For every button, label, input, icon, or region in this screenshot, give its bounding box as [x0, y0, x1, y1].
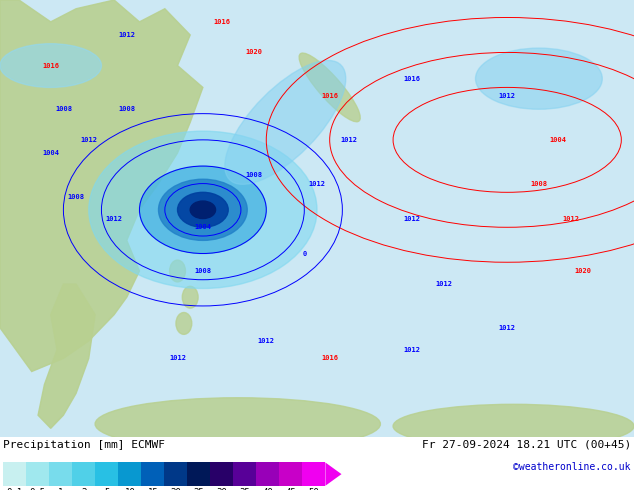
Polygon shape	[325, 463, 342, 486]
Text: 1012: 1012	[436, 281, 452, 287]
Polygon shape	[38, 284, 95, 428]
FancyBboxPatch shape	[119, 463, 141, 486]
FancyBboxPatch shape	[256, 463, 280, 486]
Text: 1016: 1016	[321, 355, 338, 362]
Text: 1020: 1020	[575, 268, 592, 274]
FancyBboxPatch shape	[141, 463, 164, 486]
Circle shape	[178, 192, 228, 227]
Text: 1: 1	[58, 488, 63, 490]
Text: 45: 45	[285, 488, 296, 490]
Text: 1016: 1016	[214, 19, 230, 25]
FancyBboxPatch shape	[280, 463, 302, 486]
Text: ©weatheronline.co.uk: ©weatheronline.co.uk	[514, 463, 631, 472]
Text: 1012: 1012	[562, 216, 579, 221]
Text: Fr 27-09-2024 18.21 UTC (00+45): Fr 27-09-2024 18.21 UTC (00+45)	[422, 440, 631, 450]
Text: 1008: 1008	[245, 172, 262, 178]
Text: 1012: 1012	[340, 137, 357, 143]
Text: 5: 5	[104, 488, 110, 490]
Circle shape	[89, 131, 317, 289]
Text: 1008: 1008	[55, 106, 72, 112]
Text: 1012: 1012	[309, 181, 325, 187]
Text: 1008: 1008	[531, 181, 547, 187]
FancyBboxPatch shape	[95, 463, 119, 486]
Text: 0: 0	[302, 250, 306, 256]
Ellipse shape	[176, 313, 191, 334]
Text: 1008: 1008	[68, 194, 84, 200]
Ellipse shape	[170, 260, 186, 282]
Text: 1012: 1012	[499, 325, 515, 331]
Text: 1016: 1016	[404, 75, 420, 82]
Ellipse shape	[476, 48, 602, 109]
FancyBboxPatch shape	[164, 463, 187, 486]
Text: 1004: 1004	[550, 137, 566, 143]
Text: 0.1: 0.1	[6, 488, 23, 490]
Text: 1008: 1008	[195, 268, 211, 274]
FancyBboxPatch shape	[72, 463, 95, 486]
Text: 25: 25	[193, 488, 204, 490]
Text: 1004: 1004	[195, 224, 211, 230]
Text: 1012: 1012	[169, 355, 186, 362]
Ellipse shape	[183, 286, 198, 308]
Text: 40: 40	[262, 488, 273, 490]
Text: 1012: 1012	[258, 338, 275, 344]
Ellipse shape	[95, 398, 380, 450]
Text: 35: 35	[240, 488, 250, 490]
Ellipse shape	[393, 404, 634, 448]
Text: 1008: 1008	[119, 106, 135, 112]
Text: 20: 20	[171, 488, 181, 490]
FancyBboxPatch shape	[233, 463, 256, 486]
Text: 1012: 1012	[119, 32, 135, 38]
Circle shape	[139, 166, 266, 253]
Text: 1016: 1016	[321, 93, 338, 99]
Text: 15: 15	[147, 488, 158, 490]
Text: 1004: 1004	[42, 150, 59, 156]
Text: 1012: 1012	[81, 137, 97, 143]
FancyBboxPatch shape	[26, 463, 49, 486]
Text: 1012: 1012	[404, 216, 420, 221]
Text: 50: 50	[309, 488, 320, 490]
FancyBboxPatch shape	[210, 463, 233, 486]
FancyBboxPatch shape	[187, 463, 210, 486]
FancyBboxPatch shape	[3, 463, 26, 486]
Ellipse shape	[0, 44, 101, 87]
Polygon shape	[0, 0, 203, 371]
Circle shape	[190, 201, 216, 219]
Ellipse shape	[299, 53, 360, 122]
Text: 1012: 1012	[499, 93, 515, 99]
Text: 1012: 1012	[404, 346, 420, 353]
Ellipse shape	[225, 60, 346, 184]
Text: Precipitation [mm] ECMWF: Precipitation [mm] ECMWF	[3, 440, 165, 450]
Text: 1012: 1012	[106, 216, 122, 221]
Text: 1016: 1016	[42, 63, 59, 69]
Text: 0.5: 0.5	[30, 488, 46, 490]
Text: 2: 2	[81, 488, 86, 490]
Text: 30: 30	[216, 488, 227, 490]
Text: 10: 10	[124, 488, 135, 490]
Text: 1020: 1020	[245, 49, 262, 55]
FancyBboxPatch shape	[49, 463, 72, 486]
Circle shape	[158, 179, 247, 241]
FancyBboxPatch shape	[302, 463, 325, 486]
